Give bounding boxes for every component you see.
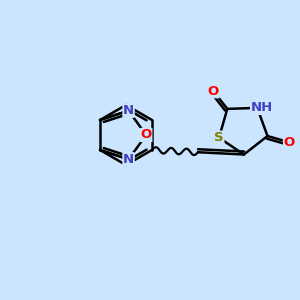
- Text: O: O: [141, 128, 152, 142]
- Text: O: O: [208, 85, 219, 98]
- Text: N: N: [123, 104, 134, 117]
- Text: N: N: [123, 153, 134, 166]
- Text: O: O: [284, 136, 295, 149]
- Text: NH: NH: [250, 101, 273, 114]
- Text: S: S: [214, 131, 224, 144]
